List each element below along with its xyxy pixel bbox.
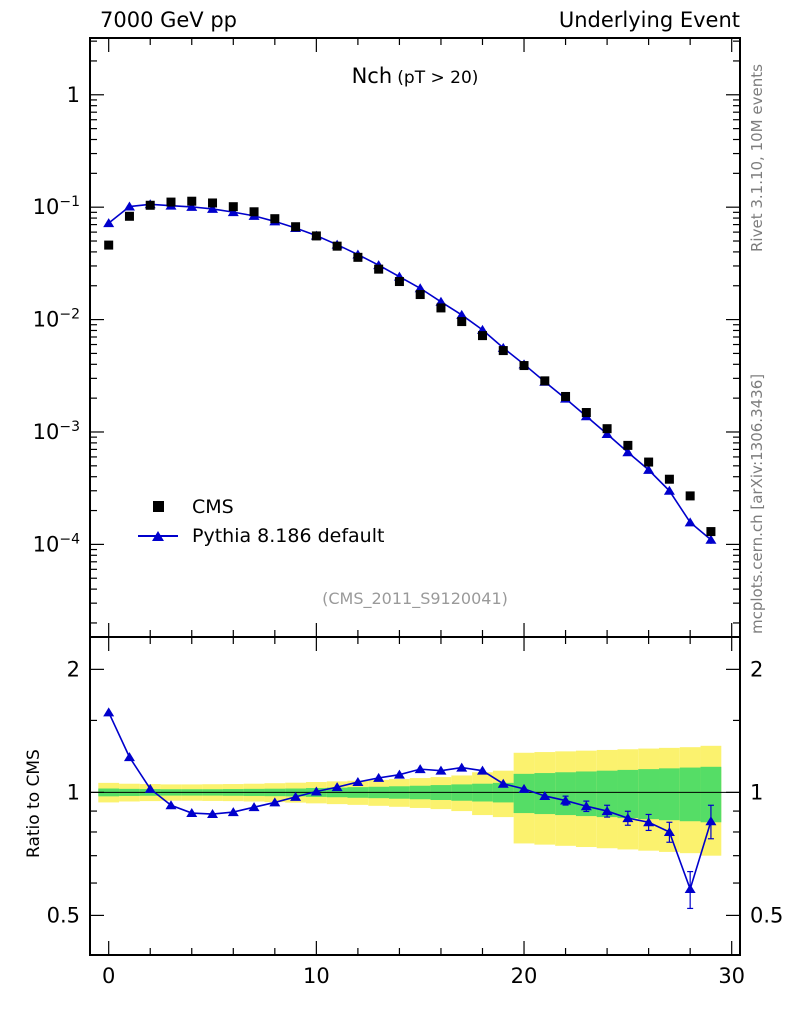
legend-label-cms: CMS xyxy=(192,495,234,518)
analysis-id-watermark: (CMS_2011_S9120041) xyxy=(322,589,508,608)
rivet-version-sidetext: Rivet 3.1.10, 10M events xyxy=(748,64,766,252)
legend-item-cms: CMS xyxy=(136,492,384,521)
svg-text:0: 0 xyxy=(102,964,115,988)
mcplots-arxiv-sidetext: mcplots.cern.ch [arXiv:1306.3436] xyxy=(748,373,766,634)
svg-text:1: 1 xyxy=(750,780,763,804)
svg-text:0.5: 0.5 xyxy=(47,903,80,927)
plot-title-cut: (pT > 20) xyxy=(397,68,479,88)
axis-tick-labels: 110−110−210−310−40.5 0.51 12 20 10 20 30 xyxy=(33,83,784,988)
analysis-category-label: Underlying Event xyxy=(558,8,740,32)
svg-text:2: 2 xyxy=(750,657,763,681)
ratio-series xyxy=(103,707,717,910)
svg-text:2: 2 xyxy=(67,657,80,681)
ratio-frame xyxy=(89,636,741,956)
svg-text:30: 30 xyxy=(718,964,745,988)
ratio-axis-label: Ratio to CMS xyxy=(24,749,44,858)
svg-text:10−2: 10−2 xyxy=(33,307,80,332)
axis-ticks xyxy=(90,38,740,955)
plot-title-main: Nch xyxy=(351,64,393,88)
legend-label-pythia: Pythia 8.186 default xyxy=(192,524,385,547)
svg-text:10−4: 10−4 xyxy=(33,531,80,556)
cms-square-marker-icon xyxy=(136,500,180,514)
svg-text:10−3: 10−3 xyxy=(33,419,80,444)
svg-text:1: 1 xyxy=(67,83,80,107)
svg-text:1: 1 xyxy=(67,780,80,804)
beam-energy-label: 7000 GeV pp xyxy=(100,8,238,32)
pythia-triangle-line-marker-icon xyxy=(136,529,180,543)
legend: CMS Pythia 8.186 default xyxy=(136,492,384,550)
svg-text:0.5: 0.5 xyxy=(750,903,783,927)
main-series xyxy=(103,196,717,544)
svg-text:10: 10 xyxy=(303,964,330,988)
ratio-bands xyxy=(98,745,722,856)
legend-item-pythia: Pythia 8.186 default xyxy=(136,521,384,550)
svg-text:20: 20 xyxy=(511,964,538,988)
svg-text:10−1: 10−1 xyxy=(33,194,80,219)
plot-title: Nch (pT > 20) xyxy=(90,64,740,88)
